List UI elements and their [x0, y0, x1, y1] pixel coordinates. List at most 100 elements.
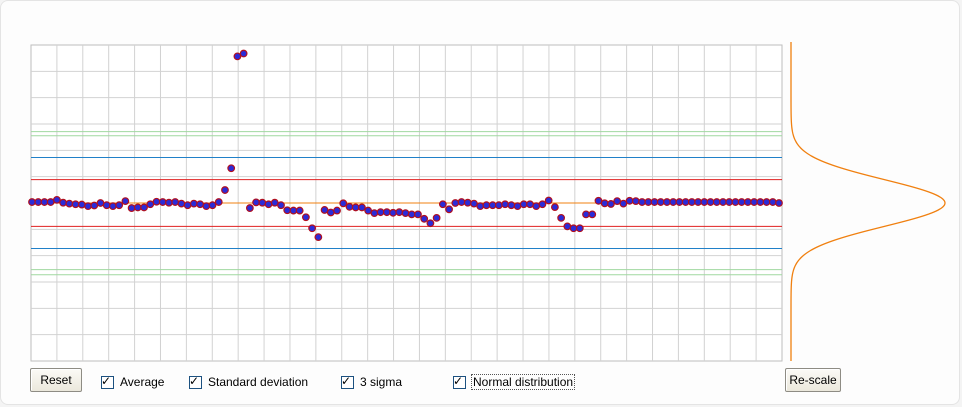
- data-point: [358, 203, 366, 212]
- data-point: [245, 204, 254, 212]
- data-point: [438, 200, 447, 209]
- data-point: [482, 201, 491, 210]
- data-point: [557, 213, 566, 222]
- data-point: [457, 198, 466, 206]
- data-point: [239, 49, 248, 58]
- average-checkbox[interactable]: ✓: [101, 373, 114, 389]
- data-point: [526, 200, 534, 209]
- data-point: [127, 204, 136, 212]
- data-point: [712, 198, 721, 206]
- data-point: [84, 202, 92, 211]
- data-point: [420, 214, 429, 223]
- data-point: [563, 222, 572, 231]
- data-point: [90, 201, 99, 210]
- data-point: [233, 52, 242, 61]
- data-point: [494, 201, 503, 210]
- data-point: [152, 197, 161, 206]
- data-point: [538, 200, 547, 209]
- data-point: [183, 201, 192, 210]
- data-point: [613, 197, 622, 206]
- data-point: [719, 198, 727, 206]
- normal-distribution-checkbox[interactable]: ✓: [453, 373, 466, 389]
- data-point: [221, 186, 229, 194]
- data-point: [40, 198, 49, 206]
- data-point: [376, 208, 385, 217]
- average-checkmark-icon: ✓: [101, 373, 112, 388]
- data-point: [214, 198, 223, 206]
- data-point: [532, 202, 541, 211]
- data-point: [177, 199, 186, 208]
- data-point: [227, 164, 236, 173]
- standard-deviation-checkbox[interactable]: ✓: [189, 374, 202, 389]
- data-point: [575, 224, 584, 233]
- data-point: [737, 198, 746, 206]
- data-point: [115, 201, 124, 210]
- data-point: [109, 202, 117, 211]
- data-point: [146, 200, 155, 209]
- data-point: [351, 203, 360, 212]
- data-point: [314, 233, 323, 242]
- data-point: [414, 210, 422, 219]
- data-point: [277, 201, 285, 210]
- normal-distribution-area: [790, 42, 946, 361]
- data-point: [663, 198, 671, 206]
- data-point: [102, 201, 111, 210]
- data-point: [631, 197, 640, 206]
- standard-deviation-option[interactable]: ✓ Standard deviation: [189, 374, 308, 390]
- data-point: [252, 198, 261, 207]
- data-point: [432, 213, 441, 222]
- data-point: [270, 198, 279, 207]
- data-point: [681, 198, 690, 206]
- data-point: [407, 210, 416, 219]
- data-point: [140, 203, 148, 212]
- data-point: [283, 206, 292, 215]
- average-label: Average: [120, 375, 165, 389]
- reset-button[interactable]: Reset: [30, 368, 82, 392]
- data-point: [382, 208, 391, 217]
- data-point: [551, 203, 559, 212]
- data-point: [65, 199, 74, 208]
- data-point: [569, 224, 578, 233]
- data-point: [395, 208, 404, 217]
- data-point: [700, 198, 709, 206]
- normal-distribution-checkmark-icon: ✓: [453, 373, 464, 388]
- data-point: [501, 200, 510, 209]
- data-point: [687, 198, 696, 206]
- data-point: [202, 202, 211, 211]
- data-point: [158, 198, 167, 206]
- data-point: [588, 210, 597, 219]
- data-point: [638, 198, 646, 206]
- rescale-button[interactable]: Re-scale: [785, 368, 841, 392]
- data-point: [165, 198, 173, 207]
- data-point: [401, 209, 410, 218]
- data-point: [46, 198, 55, 206]
- data-point: [706, 198, 715, 206]
- data-point: [582, 210, 590, 219]
- data-point: [320, 206, 329, 214]
- data-point: [34, 198, 43, 206]
- three-sigma-checkmark-icon: ✓: [341, 373, 352, 388]
- three-sigma-checkbox[interactable]: ✓: [341, 373, 354, 389]
- data-point: [189, 199, 198, 208]
- data-point: [389, 208, 397, 217]
- three-sigma-option[interactable]: ✓ 3 sigma: [341, 374, 402, 390]
- normal-distribution-option[interactable]: ✓ Normal distribution: [453, 373, 576, 390]
- data-point: [519, 200, 528, 209]
- data-point: [750, 198, 758, 206]
- data-point: [258, 198, 267, 207]
- data-point: [451, 199, 460, 207]
- data-point: [656, 198, 665, 206]
- data-point: [488, 201, 497, 210]
- data-point: [96, 199, 105, 207]
- normal-distribution-label: Normal distribution: [470, 374, 576, 390]
- data-point: [594, 196, 603, 205]
- data-point: [77, 200, 86, 209]
- data-point: [675, 198, 684, 206]
- average-option[interactable]: ✓ Average: [101, 374, 164, 390]
- standard-deviation-label: Standard deviation: [208, 375, 309, 389]
- data-point: [476, 202, 485, 211]
- data-point: [513, 202, 522, 211]
- data-point: [762, 198, 771, 206]
- data-point: [463, 198, 472, 207]
